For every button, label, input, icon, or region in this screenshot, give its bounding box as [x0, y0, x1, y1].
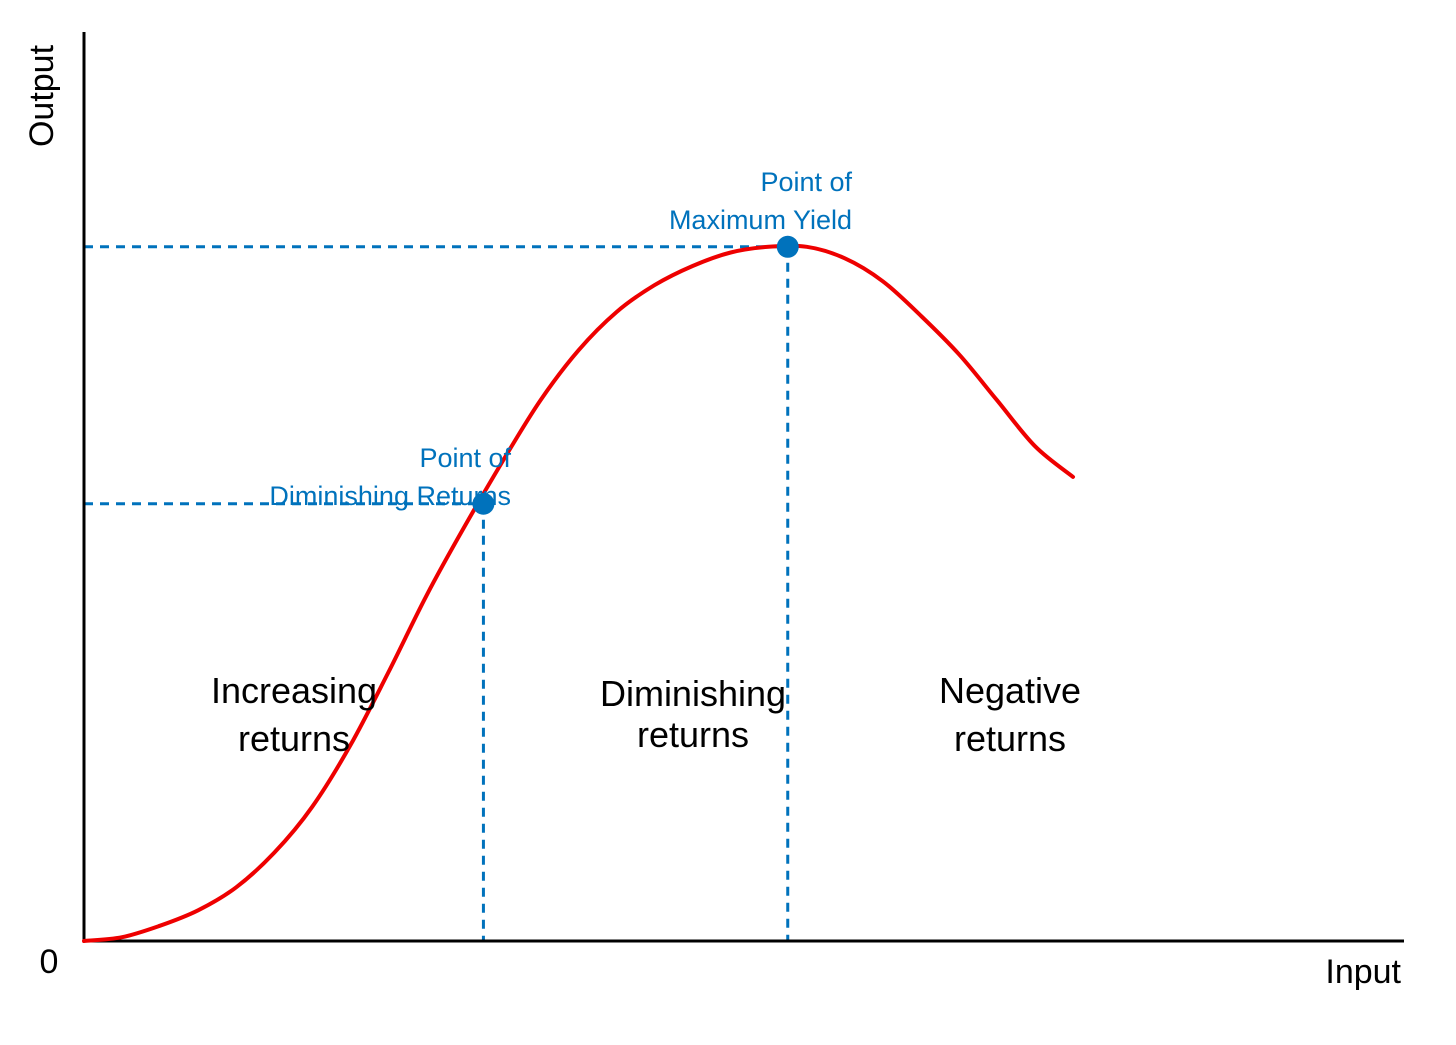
region-diminishing-line1: Diminishing: [600, 673, 786, 714]
x-axis-label: Input: [1325, 953, 1401, 991]
region-negative-line1: Negative: [939, 670, 1081, 711]
marker-point-0: [472, 492, 495, 515]
region-increasing-line1: Increasing: [211, 670, 377, 711]
region-increasing-line2: returns: [238, 718, 350, 759]
annotation-max-yield-line2: Maximum Yield: [669, 205, 852, 235]
origin-label: 0: [40, 943, 59, 981]
annotation-diminishing-line2: Diminishing Returns: [269, 481, 511, 511]
marker-points: [472, 235, 799, 515]
region-negative-line2: returns: [954, 718, 1066, 759]
guide-lines: [84, 245, 790, 941]
output-curve: [82, 243, 1075, 943]
region-diminishing-line2: returns: [637, 714, 749, 755]
y-axis-label: Output: [23, 44, 61, 147]
annotation-max-yield-line1: Point of: [760, 167, 852, 197]
marker-point-1: [776, 235, 799, 258]
annotation-diminishing-line1: Point of: [419, 443, 511, 473]
